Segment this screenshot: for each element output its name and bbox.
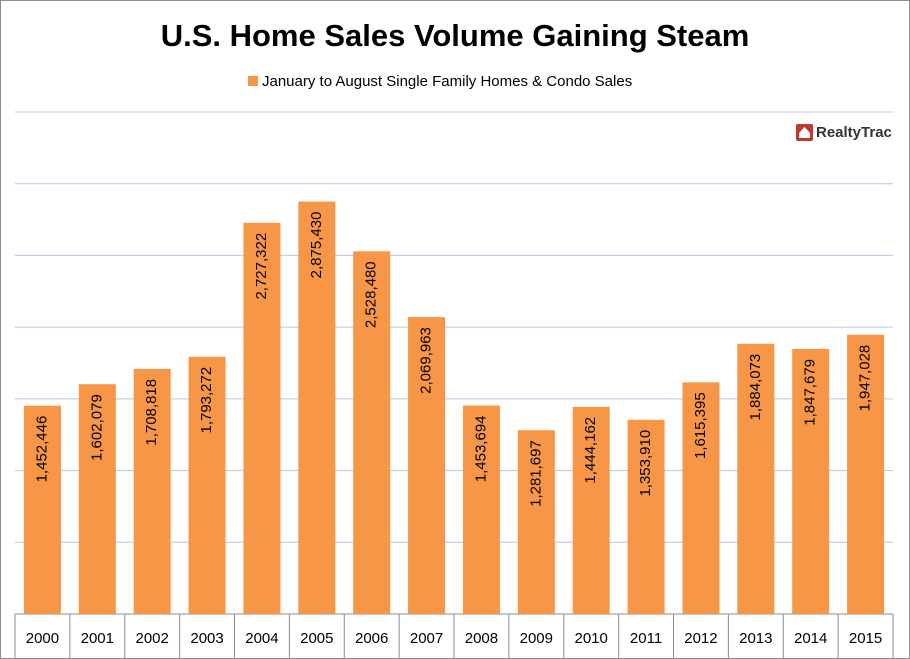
x-tick-label: 2014	[794, 630, 827, 647]
x-tick-label: 2005	[300, 630, 333, 647]
data-label: 1,452,446	[33, 416, 50, 483]
x-tick-label: 2001	[81, 630, 114, 647]
x-tick-label: 2003	[190, 630, 223, 647]
bar	[133, 368, 171, 614]
x-tick-label: 2009	[520, 630, 553, 647]
data-label: 2,528,480	[363, 261, 380, 328]
legend-label: January to August Single Family Homes & …	[262, 73, 632, 90]
x-tick-label: 2008	[465, 630, 498, 647]
bar	[682, 382, 720, 614]
x-tick-label: 2010	[575, 630, 608, 647]
bar	[188, 356, 226, 614]
data-label: 1,353,910	[637, 430, 654, 497]
data-label: 1,947,028	[857, 345, 874, 412]
bar	[462, 405, 500, 614]
data-label: 2,069,963	[418, 327, 435, 394]
bar	[847, 334, 885, 614]
chart-title: U.S. Home Sales Volume Gaining Steam	[161, 18, 750, 53]
bar	[353, 251, 391, 614]
data-label: 2,727,322	[253, 233, 270, 300]
logo-text: RealtyTrac	[816, 124, 892, 141]
data-label: 2,875,430	[308, 212, 325, 279]
bar	[517, 430, 555, 614]
x-tick-label: 2006	[355, 630, 388, 647]
data-label: 1,708,818	[143, 379, 160, 446]
data-label: 1,602,079	[88, 394, 105, 461]
bar	[408, 317, 446, 614]
bar	[737, 343, 775, 614]
x-tick-label: 2015	[849, 630, 882, 647]
logo-house	[799, 127, 810, 138]
x-tick-label: 2004	[245, 630, 278, 647]
data-label: 1,884,073	[747, 354, 764, 421]
x-tick-label: 2011	[630, 630, 662, 647]
x-tick-label: 2013	[739, 630, 772, 647]
bar	[627, 419, 665, 614]
data-label: 1,453,694	[472, 415, 489, 482]
bar	[243, 222, 281, 614]
bar	[78, 384, 116, 614]
bar	[572, 406, 610, 614]
data-label: 1,615,395	[692, 392, 709, 459]
data-label: 1,444,162	[582, 417, 599, 484]
x-tick-label: 2000	[26, 630, 59, 647]
bar	[298, 201, 336, 614]
data-label: 1,793,272	[198, 367, 215, 434]
x-tick-label: 2012	[684, 630, 717, 647]
bar	[792, 348, 830, 614]
x-tick-label: 2007	[410, 630, 443, 647]
bar	[23, 405, 61, 614]
legend-swatch	[248, 76, 258, 86]
data-label: 1,281,697	[527, 440, 544, 507]
data-label: 1,847,679	[802, 359, 819, 426]
x-tick-label: 2002	[136, 630, 169, 647]
